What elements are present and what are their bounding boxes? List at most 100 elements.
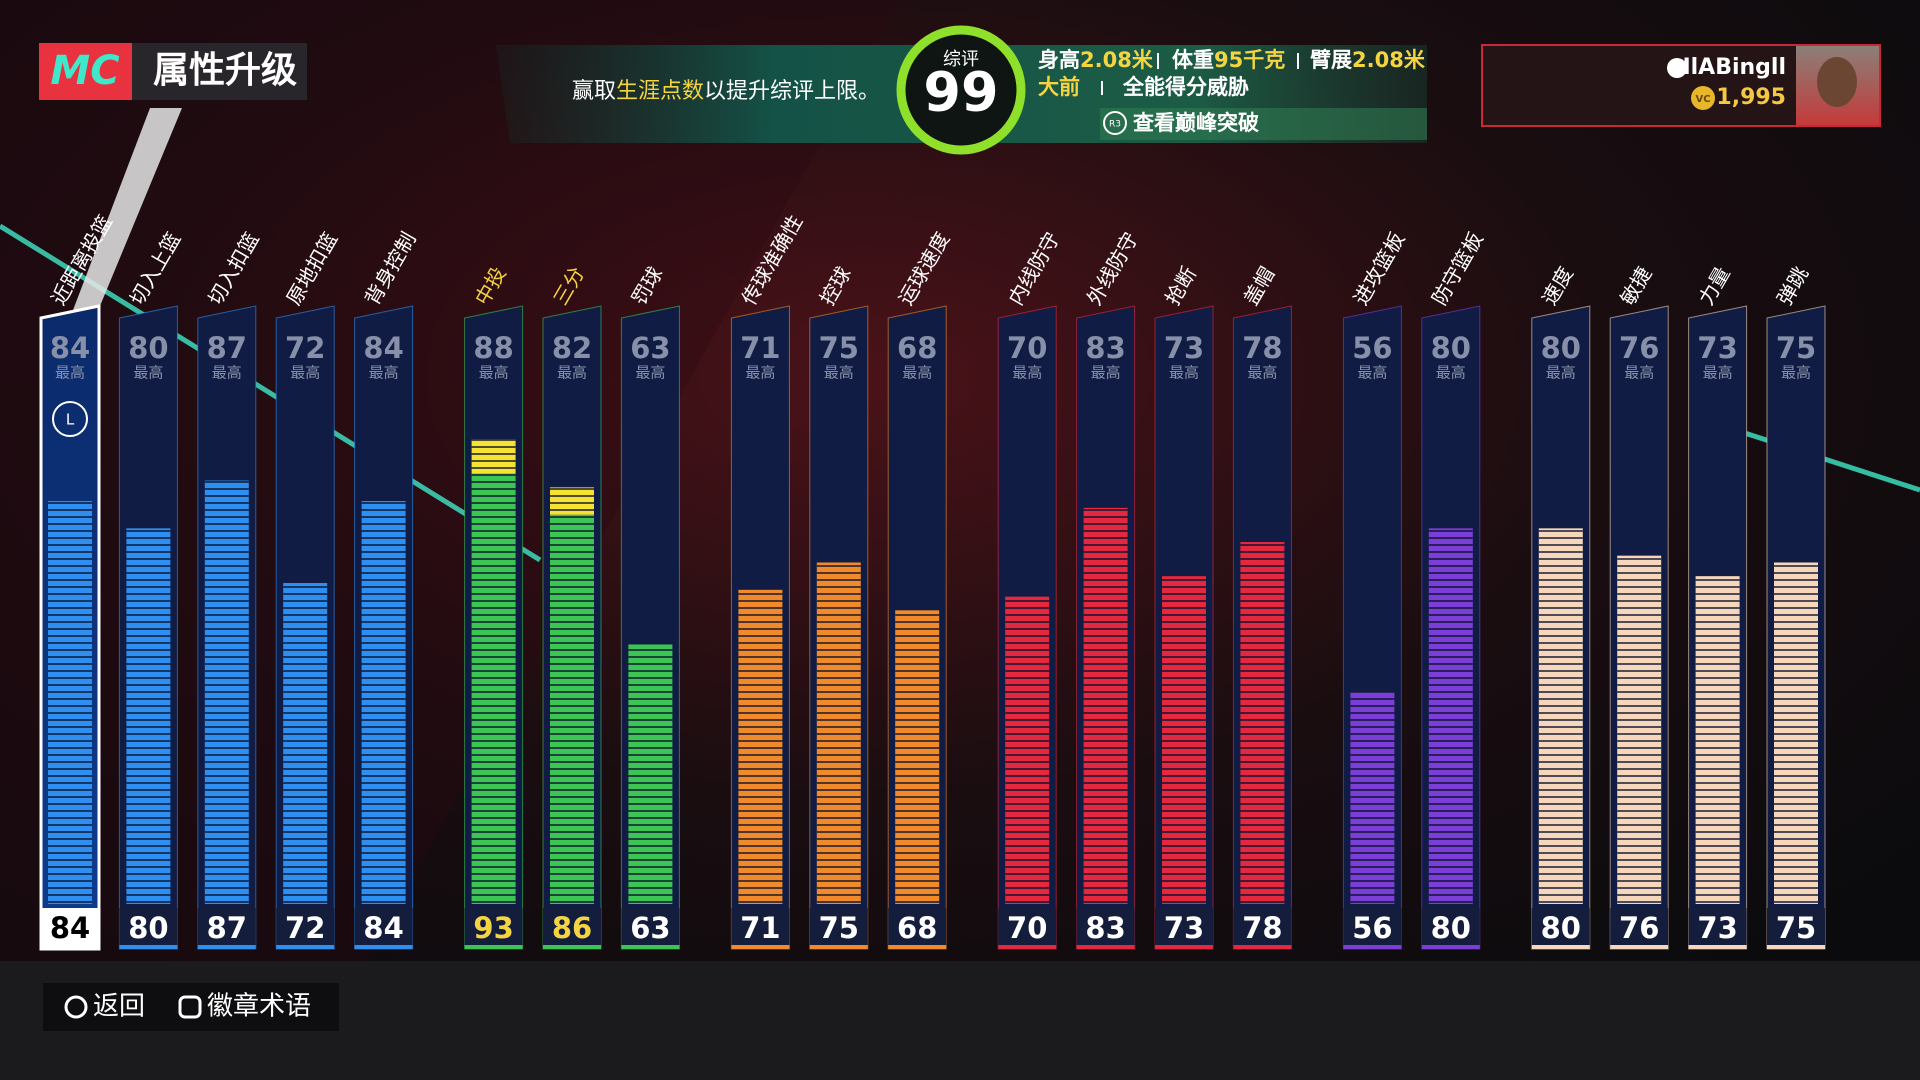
bar-stripes <box>126 528 171 904</box>
bar-stripes <box>471 439 516 904</box>
bar-stripes <box>1428 528 1473 904</box>
value-box <box>809 908 868 949</box>
bar-stripes <box>1774 562 1818 904</box>
cap-value: 83 <box>1085 911 1125 945</box>
current-value: 78 <box>1242 331 1282 365</box>
bio-value: 2.08米 <box>1080 48 1154 72</box>
cap-value: 87 <box>207 911 247 945</box>
cap-value: 75 <box>1776 911 1816 945</box>
bio-value: 2.08米 <box>1352 48 1426 72</box>
bar-stripes <box>1162 576 1206 904</box>
value-box-accent <box>888 945 947 949</box>
bar-stripes <box>204 480 249 904</box>
cap-value: 73 <box>1697 911 1737 945</box>
bar-stripes <box>1695 576 1740 904</box>
cap-value: 71 <box>740 911 780 945</box>
cap-value: 80 <box>1431 911 1471 945</box>
max-label: 最高 <box>1436 364 1466 382</box>
footer-box <box>43 983 339 1031</box>
max-label: 最高 <box>1091 364 1121 382</box>
cap-value: 86 <box>552 911 592 945</box>
value-box-accent <box>1767 945 1825 949</box>
bio-value: 95千克 <box>1214 48 1285 72</box>
value-box-accent <box>809 945 868 949</box>
max-label: 最高 <box>824 364 854 382</box>
peak-strip <box>1100 108 1427 140</box>
message-part: 赢取 <box>572 79 616 104</box>
value-box <box>543 908 601 949</box>
max-label: 最高 <box>479 364 509 382</box>
square-button[interactable] <box>178 995 202 1019</box>
back-button[interactable]: 返回 <box>93 992 145 1022</box>
selected-icon <box>52 401 88 437</box>
bio-height: 身高2.08米 <box>1038 48 1154 72</box>
value-box-accent <box>731 945 790 949</box>
bio-label: 身高 <box>1038 48 1080 72</box>
circle-button[interactable] <box>64 995 88 1019</box>
cap-value: 93 <box>473 911 513 945</box>
rating-ring <box>896 25 1026 155</box>
current-value: 75 <box>819 331 859 365</box>
bar-stripes <box>816 562 861 904</box>
bio-label: 臂展 <box>1310 48 1352 72</box>
value-box-accent <box>1421 945 1480 949</box>
value-box <box>998 908 1057 949</box>
value-box <box>1343 908 1402 949</box>
value-box <box>1155 908 1213 949</box>
bar-stripes <box>1240 542 1285 904</box>
current-value: 84 <box>363 331 403 365</box>
current-value: 88 <box>473 331 513 365</box>
selection-beam <box>70 108 182 318</box>
button-label[interactable]: R3 <box>1109 120 1121 130</box>
value-box <box>119 908 178 949</box>
max-label: 最高 <box>1624 364 1654 382</box>
current-value: 73 <box>1697 331 1737 365</box>
value-box-accent <box>1233 945 1292 949</box>
peak-link[interactable]: 查看巅峰突破 <box>1133 111 1259 135</box>
value-box-accent <box>1531 945 1590 949</box>
max-label: 最高 <box>212 364 242 382</box>
value-box <box>1421 908 1480 949</box>
value-box <box>731 908 790 949</box>
bio-weight: 体重95千克 <box>1172 48 1285 72</box>
max-label: 最高 <box>557 364 587 382</box>
value-box-accent <box>1610 945 1669 949</box>
max-label: 最高 <box>902 364 932 382</box>
bar-stripes <box>48 501 92 904</box>
bar-stripes <box>1538 528 1583 904</box>
cap-value: 63 <box>630 911 670 945</box>
rating: 99 <box>923 61 998 124</box>
button-icon[interactable] <box>1103 111 1127 135</box>
position: 大前 <box>1038 75 1080 99</box>
value-box-accent <box>119 945 178 949</box>
bar-stripes <box>1350 692 1395 904</box>
cap-value: 78 <box>1242 911 1282 945</box>
value-box <box>621 908 680 949</box>
max-label: 最高 <box>1703 364 1733 382</box>
value-box <box>888 908 947 949</box>
value-box <box>1233 908 1292 949</box>
badges-button[interactable]: 徽章术语 <box>207 992 311 1022</box>
bar-stripes <box>1005 596 1050 904</box>
value-box-accent <box>1688 945 1747 949</box>
